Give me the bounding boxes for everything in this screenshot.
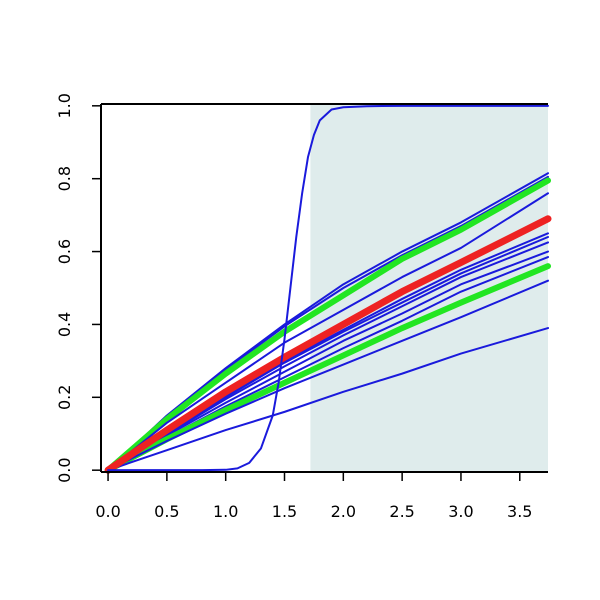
- x-tick-label: 3.0: [448, 502, 473, 521]
- axis-layer: 0.0 0.5 1.0 1.5 2.0 2.5 3.0 3.5 0.0 0.2 0.4 0.6 0.8 1…: [55, 93, 548, 521]
- series-line-14-blue: [107, 104, 549, 472]
- series-line-8-blue: [107, 250, 549, 472]
- series-line-11-blue: [107, 279, 549, 472]
- shaded-region-layer: [310, 104, 548, 472]
- y-tick-label: 0.4: [55, 312, 74, 337]
- y-tick-label: 1.0: [55, 93, 74, 118]
- series-line-12-blue: [107, 327, 549, 472]
- x-tick-label: 2.0: [331, 502, 356, 521]
- x-tick-label: 0.0: [95, 502, 120, 521]
- y-tick-label: 0.0: [55, 457, 74, 482]
- y-tick-label: 0.2: [55, 385, 74, 410]
- series-line-7-blue: [107, 241, 549, 472]
- x-tick-label: 3.5: [507, 502, 532, 521]
- series-line-3-green: [105, 177, 551, 474]
- series-line-10-green: [105, 263, 551, 474]
- x-tick-label: 2.5: [389, 502, 414, 521]
- x-tick-label: 1.5: [272, 502, 297, 521]
- series-layer: [104, 104, 552, 474]
- y-tick-label: 0.8: [55, 166, 74, 191]
- series-line-1-blue: [107, 172, 549, 472]
- x-tick-label: 1.0: [213, 502, 238, 521]
- series-line-13-red: [104, 215, 552, 474]
- shaded-region: [310, 104, 548, 472]
- y-tick-label: 0.6: [55, 239, 74, 264]
- x-tick-label: 0.5: [154, 502, 179, 521]
- series-line-4-blue: [107, 192, 549, 472]
